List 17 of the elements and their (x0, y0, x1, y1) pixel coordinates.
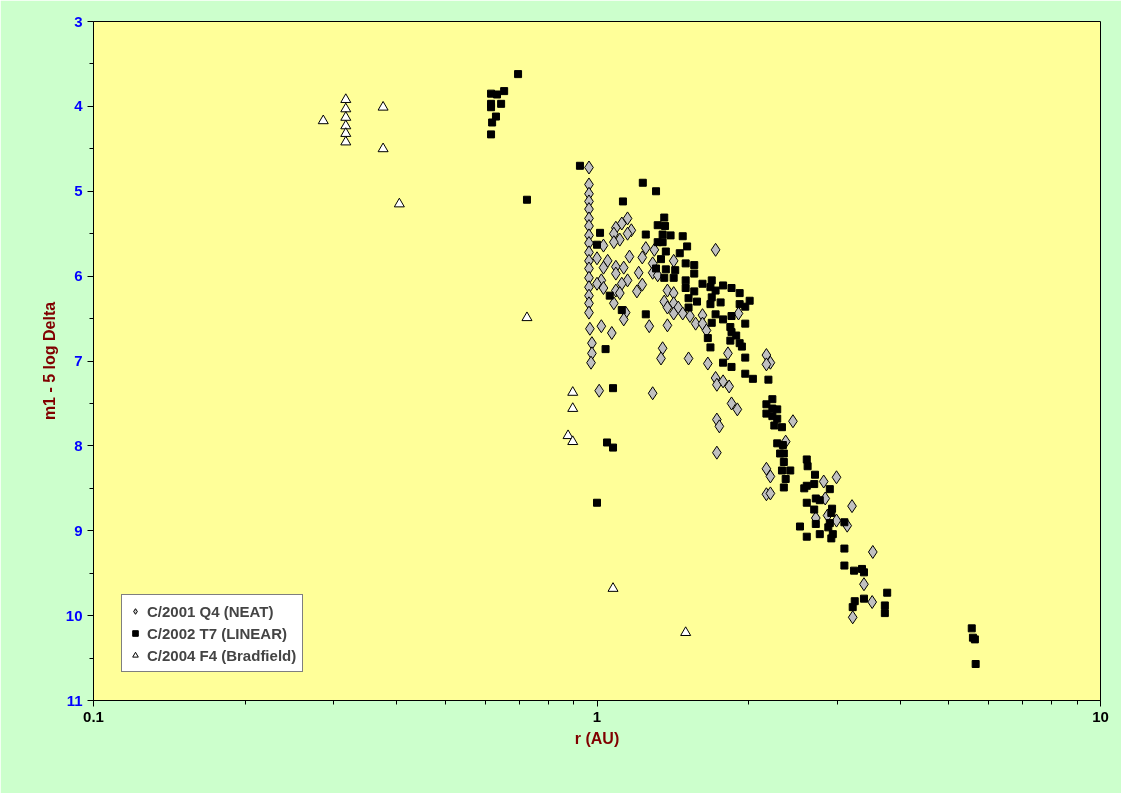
y-tick-label: 8 (74, 436, 83, 454)
x-axis-title: r (AU) (574, 729, 620, 747)
y-tick-label: 5 (74, 182, 83, 200)
legend-label: C/2002 T7 (LINEAR) (147, 624, 288, 642)
y-tick-label: 9 (74, 521, 83, 539)
y-tick-label: 3 (74, 12, 83, 30)
y-tick-label: 11 (66, 691, 83, 709)
y-tick-label: 10 (65, 606, 83, 624)
y-tick-label: 6 (74, 267, 83, 285)
legend-label: C/2001 Q4 (NEAT) (147, 602, 274, 620)
y-tick-label: 7 (74, 352, 83, 369)
x-tick-label: 0.1 (83, 707, 104, 725)
y-axis-title: m1 - 5 log Delta (40, 301, 58, 421)
x-tick-label: 10 (1092, 707, 1109, 725)
x-tick-label: 1 (592, 707, 602, 725)
legend-label: C/2004 F4 (Bradfield) (147, 646, 297, 664)
y-tick-label: 4 (74, 97, 84, 115)
